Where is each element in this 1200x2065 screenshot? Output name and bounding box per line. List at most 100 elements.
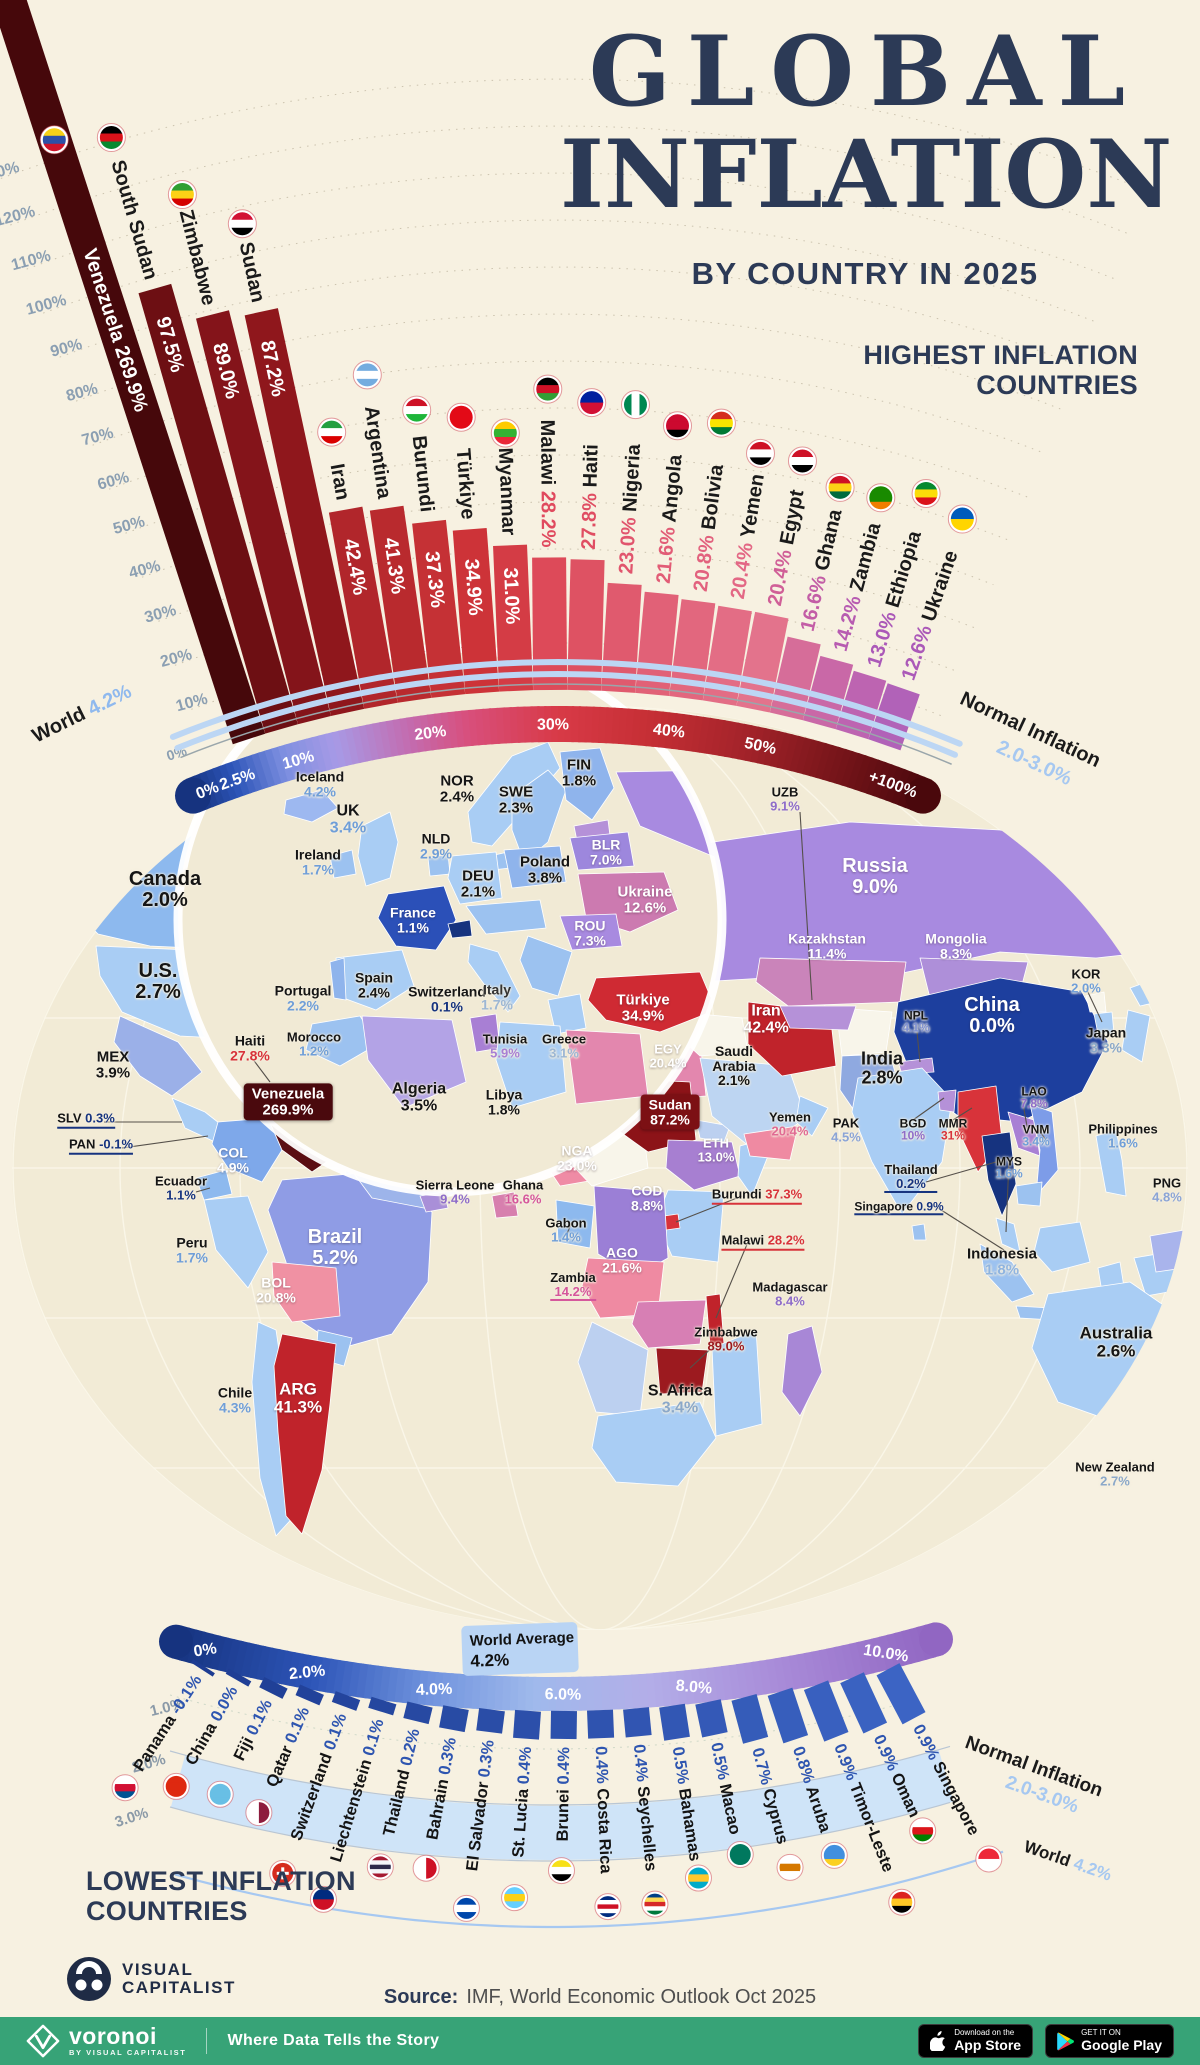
top-scale-label: 30% [537,716,569,733]
world-average-value: 4.2% [470,1650,509,1670]
flag-icon [490,418,520,448]
top-axis-tick: 50% [111,513,146,538]
bottom-bar-label-Brunei: Brunei 0.4% [554,1746,573,1841]
bottom-bar-China [225,1668,252,1687]
vc-logo-line1: VISUAL [122,1960,194,1980]
google-play-icon [1057,2032,1075,2050]
flag-icon [594,1893,622,1921]
app-store-badge[interactable]: Download on the App Store [918,2024,1034,2058]
flag-icon [245,1799,273,1827]
flag-icon [746,438,776,468]
top-axis-tick: 110% [10,247,53,274]
top-axis-tick: 10% [174,690,209,715]
flag-icon [501,1884,529,1912]
flag-icon [227,209,257,239]
bottom-bar-Oman [840,1672,888,1734]
top-bar-label-Nigeria: 23.0% Nigeria [615,443,645,575]
flag-icon [96,123,126,153]
top-bar-Argentina [369,505,432,703]
bottom-axis-tick: 3.0% [113,1804,151,1831]
flag-icon [684,1864,712,1892]
top-bar-label-Bolivia: 20.8% Bolivia [690,462,728,592]
top-bar-label-Myanmar: 31.0% [499,567,523,625]
flag-icon [162,1772,190,1800]
top-bar-label-Türkiye: 34.9% [460,558,486,616]
bottom-scale-label: 2.0% [288,1662,326,1683]
flag-icon [663,411,693,441]
top-axis-tick: 130% [0,159,21,186]
flag-icon [726,1841,754,1869]
highest-inflation-heading: HIGHEST INFLATION COUNTRIES [863,340,1138,400]
flag-icon [269,1859,297,1887]
flag-icon [577,388,607,418]
bottom-world-label: World 4.2% [1022,1837,1115,1885]
bottom-bar-Thailand [403,1701,433,1725]
top-bar-Haiti [567,559,605,691]
world-map [12,643,1188,1630]
google-play-badge[interactable]: GET IT ON Google Play [1045,2024,1174,2058]
flag-icon [309,1885,337,1913]
flag-icon [352,360,382,390]
highest-heading-line1: HIGHEST INFLATION [863,340,1138,370]
top-axis-tick: 60% [96,469,131,494]
bottom-bar-Bahamas [659,1703,690,1741]
top-scale-band: 0%2.5%10%20% 30% 40%50%+100% [175,706,941,814]
lowest-heading-line1: LOWEST INFLATION [86,1866,356,1896]
bottom-bar-Costa Rica [587,1709,615,1739]
flag-icon [402,395,432,425]
flag-icon [620,390,650,420]
bottom-bar-Seychelles [623,1707,652,1738]
top-bar-Ghana [769,636,821,721]
footer-divider [206,2028,208,2054]
source-line: Source: IMF, World Economic Outlook Oct 2… [0,1986,1200,2009]
top-bar-label-Yemen: 20.4% Yemen [727,472,769,600]
visual-capitalist-icon [67,1957,111,2001]
bottom-bar-St. Lucia [513,1709,541,1740]
page-title-line2: INFLATION [560,120,1173,230]
flag-icon [820,1841,848,1869]
top-bar-label-Türkiye: Türkiye [452,448,479,521]
top-world-label: World 4.2% [29,680,135,747]
bottom-bar-label-Qatar: Qatar 0.1% [263,1704,313,1790]
source-label: Source: [383,1986,459,2008]
bottom-bar-Panama [190,1659,215,1677]
map-leader-lines [104,811,1103,1369]
top-scale-label: 50% [743,735,778,758]
top-bar-label-Iran: Iran [326,462,354,502]
top-scale-label: 20% [413,723,447,744]
flag-icon [866,483,896,513]
highest-heading-line2: COUNTRIES [976,370,1138,401]
top-axis-tick: 80% [64,380,99,405]
top-bar-label-Argentina: Argentina [360,405,395,501]
top-bar-Malawi [532,557,568,691]
europe-inset-land [283,741,722,1109]
google-play-big-text: Google Play [1081,2036,1162,2053]
bottom-scale-label: 4.0% [416,1681,453,1699]
flag-icon [533,374,563,404]
lowest-inflation-fan-chart: 0% 2.0% 4.0% 6.0% 8.0% 10.0% World Average4.2%… [111,1622,1115,1929]
visual-capitalist-logo: VISUAL CAPITALIST [66,1956,236,2002]
top-bar-label-Angola: 21.6% Angola [653,453,687,585]
bottom-bar-Cyprus [731,1693,769,1744]
top-axis-tick: 100% [24,292,68,319]
flag-icon [446,402,476,432]
bottom-bar-Fiji [259,1676,288,1699]
flag-icon [947,504,977,534]
flag-icon [452,1894,480,1922]
top-bar-Zambia [802,655,854,730]
top-bar-Iran [328,506,398,709]
app-store-big-text: App Store [954,2036,1022,2053]
bottom-bar-Liechtenstein [368,1696,397,1716]
top-bar-label-Zimbabwe: Zimbabwe [175,207,220,307]
voronoi-logo: voronoi BY VISUAL CAPITALIST [26,2024,186,2058]
page-title-line1: GLOBAL [588,15,1142,128]
flag-icon [167,180,197,210]
top-bar-label-Haiti: 27.8% Haiti [578,444,603,550]
flag-icon [911,478,941,508]
flag-icon [641,1890,669,1918]
bottom-bar-Qatar [295,1684,324,1706]
app-store-small-text: Download on the [954,2027,1015,2037]
flag-icon [975,1845,1003,1873]
